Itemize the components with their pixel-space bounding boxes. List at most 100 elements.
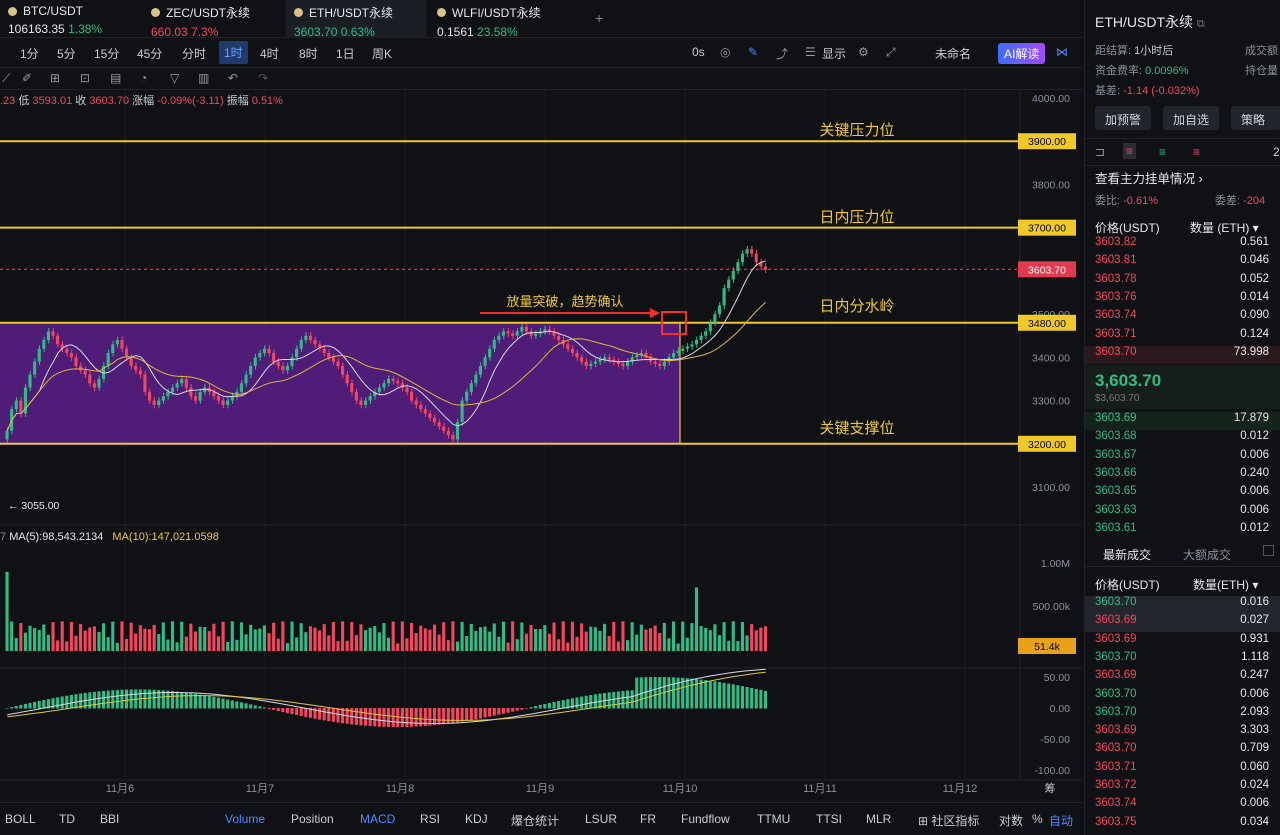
volume-bar — [193, 631, 198, 651]
trade-row[interactable]: 3603.71 0.060 — [1085, 761, 1280, 779]
price-chart[interactable]: 4000.003800.003600.003500.003400.003300.… — [0, 90, 1082, 802]
tab-wlfi[interactable]: WLFI/USDT永续 0.1561 23.58% — [429, 0, 569, 39]
copy-icon[interactable]: ⧉ — [1196, 18, 1205, 30]
tf-1m[interactable]: 1分 — [20, 47, 39, 61]
percent-toggle[interactable]: % — [1032, 812, 1043, 826]
trade-row[interactable]: 3603.75 0.034 — [1085, 816, 1280, 834]
gear-icon[interactable]: ⚙ — [858, 45, 869, 59]
ind-kdj[interactable]: KDJ — [465, 812, 488, 826]
ask-row[interactable]: 3603.78 0.052 — [1085, 273, 1280, 291]
settings-bars-icon[interactable]: ☰ — [805, 45, 816, 59]
tf-1d[interactable]: 1日 — [336, 47, 355, 61]
share-icon[interactable]: ⤴ — [776, 47, 789, 61]
camera-icon[interactable]: ◎ — [720, 45, 731, 59]
ind-fundflow[interactable]: Fundflow — [681, 812, 730, 826]
watchlist-button[interactable]: 加自选 — [1163, 106, 1220, 130]
tab-btc[interactable]: BTC/USDT 106163.35 1.38% — [0, 0, 140, 38]
tf-45m[interactable]: 45分 — [137, 47, 163, 61]
ind-macd[interactable]: MACD — [360, 812, 396, 826]
tf-5m[interactable]: 5分 — [57, 47, 76, 61]
ind-rsi[interactable]: RSI — [420, 812, 441, 826]
ind-liquidation[interactable]: 爆仓统计 — [511, 814, 560, 828]
add-tab-icon[interactable]: + — [595, 10, 604, 26]
trade-row[interactable]: 3603.74 0.006 — [1085, 797, 1280, 815]
tf-1h[interactable]: 1时 — [219, 41, 248, 64]
tf-15m[interactable]: 15分 — [94, 47, 120, 61]
trade-row[interactable]: 3603.69 0.931 — [1085, 633, 1280, 651]
log-toggle[interactable]: 对数 — [999, 814, 1024, 828]
ask-qty: 0.046 — [1240, 254, 1269, 267]
tf-time[interactable]: 分时 — [182, 47, 207, 61]
depth-asks-icon[interactable]: ≡ — [1193, 145, 1201, 159]
tab-zec[interactable]: ZEC/USDT永续 660.03 7.3% — [143, 0, 283, 39]
trade-row[interactable]: 3603.70 0.006 — [1085, 688, 1280, 706]
bid-row[interactable]: 3603.66 0.240 — [1085, 467, 1280, 485]
ind-fr[interactable]: FR — [640, 812, 656, 826]
ask-row[interactable]: 3603.71 0.124 — [1085, 328, 1280, 346]
trade-row[interactable]: 3603.72 0.024 — [1085, 779, 1280, 797]
ind-mlr[interactable]: MLR — [866, 812, 892, 826]
trade-row[interactable]: 3603.70 0.016 — [1085, 596, 1280, 614]
redo-icon[interactable]: ↷ — [258, 71, 269, 85]
pattern-tool-icon[interactable]: ⊞ — [50, 71, 61, 85]
note-icon[interactable]: ▤ — [110, 71, 122, 85]
ai-button[interactable]: AI解读 — [998, 43, 1046, 64]
ind-ttmu[interactable]: TTMU — [757, 812, 791, 826]
brush-tool-icon[interactable]: ✐ — [22, 71, 33, 85]
depth-mixed-icon[interactable]: ≡ — [1123, 143, 1137, 159]
tab-large-trades[interactable]: 大额成交 — [1183, 548, 1232, 562]
auto-toggle[interactable]: 自动 — [1049, 814, 1074, 828]
share-network-icon[interactable]: ⋈ — [1056, 45, 1068, 59]
trade-row[interactable]: 3603.70 0.709 — [1085, 742, 1280, 760]
trade-row[interactable]: 3603.70 1.118 — [1085, 651, 1280, 669]
ask-row[interactable]: 3603.76 0.014 — [1085, 291, 1280, 309]
trade-row[interactable]: 3603.69 0.247 — [1085, 669, 1280, 687]
magnet-icon[interactable]: ◔ — [140, 71, 148, 85]
ind-volume[interactable]: Volume — [225, 812, 266, 826]
lock-icon[interactable]: ⊡ — [80, 71, 91, 85]
ask-row[interactable]: 3603.70 73.998 — [1085, 345, 1280, 364]
col-qty-header[interactable]: 数量 (ETH) ▾ — [1190, 221, 1259, 235]
tab-eth[interactable]: ETH/USDT永续 3603.70 0.63% — [286, 0, 426, 39]
fullscreen-icon[interactable]: ⤢ — [886, 45, 896, 59]
depth-bids-icon[interactable]: ≡ — [1159, 145, 1167, 159]
ind-ttsi[interactable]: TTSI — [816, 812, 842, 826]
undo-icon[interactable]: ↶ — [228, 71, 239, 85]
alert-button[interactable]: 加预警 — [1095, 106, 1152, 130]
bid-row[interactable]: 3603.65 0.006 — [1085, 485, 1280, 503]
bid-row[interactable]: 3603.63 0.006 — [1085, 504, 1280, 522]
line-tool-icon[interactable]: ⟋ — [2, 71, 11, 85]
pen-icon[interactable]: ✎ — [748, 45, 759, 59]
bid-row[interactable]: 3603.61 0.012 — [1085, 522, 1280, 540]
bid-row[interactable]: 3603.69 17.879 — [1085, 412, 1280, 430]
macd-bar — [442, 708, 446, 725]
community-indicator-button[interactable]: ⊞ 社区指标 — [918, 814, 980, 828]
trash-icon[interactable]: ▥ — [198, 71, 210, 85]
tf-week[interactable]: 周K — [372, 47, 393, 61]
display-button[interactable]: 显示 — [822, 47, 847, 61]
depth-link[interactable]: 查看主力挂单情况 › — [1095, 172, 1203, 186]
ask-row[interactable]: 3603.74 0.090 — [1085, 309, 1280, 327]
bid-row[interactable]: 3603.67 0.006 — [1085, 449, 1280, 467]
filter-icon[interactable]: ▽ — [170, 71, 180, 85]
trade-row[interactable]: 3603.69 0.027 — [1085, 614, 1280, 633]
volume-bar — [226, 641, 230, 651]
trade-col-qty[interactable]: 数量(ETH) ▾ — [1193, 578, 1259, 592]
ind-td[interactable]: TD — [59, 812, 75, 826]
ind-position[interactable]: Position — [291, 812, 334, 826]
checkbox[interactable] — [1263, 545, 1274, 556]
ind-lsur[interactable]: LSUR — [585, 812, 618, 826]
ask-row[interactable]: 3603.82 0.561 — [1085, 236, 1280, 254]
trade-row[interactable]: 3603.70 2.093 — [1085, 706, 1280, 724]
ind-bbi[interactable]: BBI — [100, 812, 120, 826]
ind-boll[interactable]: BOLL — [5, 812, 36, 826]
tab-latest-trades[interactable]: 最新成交 — [1103, 548, 1152, 562]
bid-row[interactable]: 3603.68 0.012 — [1085, 430, 1280, 448]
tf-8h[interactable]: 8时 — [299, 47, 318, 61]
tf-4h[interactable]: 4时 — [260, 47, 279, 61]
depth-both-icon[interactable]: ⊐ — [1095, 145, 1106, 159]
trade-row[interactable]: 3603.69 3.303 — [1085, 724, 1280, 742]
layout-select[interactable]: 未命名 — [935, 47, 972, 61]
strategy-button[interactable]: 策略 — [1231, 106, 1280, 130]
ask-row[interactable]: 3603.81 0.046 — [1085, 254, 1280, 272]
